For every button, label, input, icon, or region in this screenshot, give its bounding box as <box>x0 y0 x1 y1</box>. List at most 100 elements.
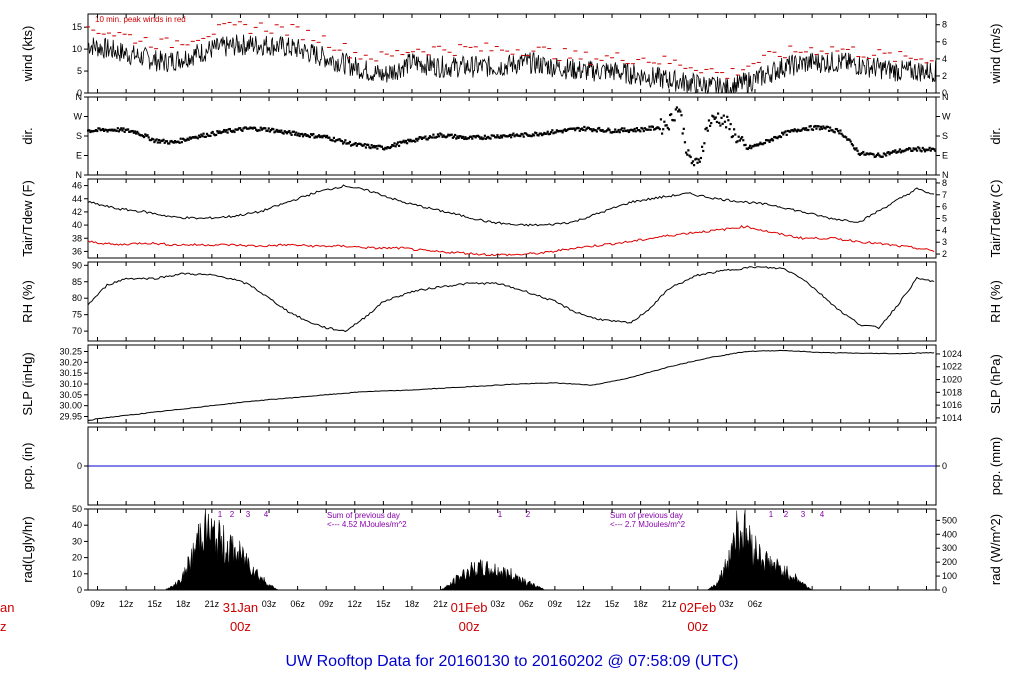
direction-point <box>179 137 182 140</box>
direction-point <box>184 139 187 142</box>
direction-point <box>643 127 647 130</box>
direction-point <box>577 126 580 130</box>
direction-point <box>449 133 452 136</box>
direction-point <box>690 162 693 165</box>
direction-point <box>357 142 361 145</box>
direction-point <box>627 130 631 134</box>
direction-point <box>567 128 570 131</box>
direction-point <box>660 132 664 135</box>
xtick-label: 12z <box>576 599 591 609</box>
direction-point <box>681 132 684 135</box>
xtick-label: 18z <box>405 599 420 609</box>
direction-point <box>224 130 227 133</box>
direction-point <box>789 130 792 133</box>
direction-point <box>115 129 118 133</box>
direction-point <box>217 131 220 135</box>
direction-point <box>524 132 528 135</box>
direction-point <box>775 136 778 139</box>
direction-point <box>489 137 492 140</box>
direction-point <box>576 126 579 130</box>
direction-point <box>161 139 164 142</box>
direction-point <box>143 135 146 139</box>
direction-point <box>99 129 102 132</box>
direction-point <box>486 136 489 139</box>
direction-point <box>341 142 345 145</box>
date-time-label: 00z <box>687 619 708 634</box>
direction-point <box>299 133 302 136</box>
direction-point <box>705 126 708 130</box>
direction-point <box>311 134 314 137</box>
direction-point <box>600 129 603 132</box>
ytick-label: 44 <box>72 194 82 204</box>
direction-point <box>875 153 879 157</box>
direction-point <box>754 144 757 147</box>
direction-point <box>248 127 251 130</box>
direction-point <box>327 136 330 139</box>
direction-point <box>402 139 405 142</box>
direction-point <box>716 112 720 115</box>
direction-point <box>612 130 616 134</box>
direction-point <box>547 133 550 136</box>
direction-point <box>787 130 791 133</box>
direction-point <box>288 130 291 133</box>
direction-point <box>803 128 807 131</box>
direction-point <box>644 128 648 131</box>
direction-point <box>857 152 860 155</box>
direction-point <box>617 128 620 132</box>
direction-point <box>360 143 363 146</box>
direction-point <box>208 134 211 138</box>
direction-point <box>665 124 668 127</box>
direction-point <box>518 134 521 137</box>
direction-point <box>91 130 94 133</box>
direction-point <box>403 141 406 144</box>
direction-point <box>529 134 532 138</box>
direction-point <box>652 128 656 131</box>
direction-point <box>585 127 588 130</box>
direction-point <box>678 108 681 111</box>
direction-point <box>476 134 480 137</box>
direction-point <box>840 132 843 135</box>
direction-point <box>686 153 689 156</box>
direction-point <box>195 136 198 139</box>
direction-point <box>165 140 169 143</box>
ylabel-wind: wind (kts) <box>20 26 35 83</box>
panel-frame-wind <box>87 13 937 94</box>
direction-point <box>90 129 93 133</box>
direction-point <box>307 135 310 138</box>
direction-point <box>431 136 434 139</box>
direction-point <box>409 138 412 141</box>
ytick-label: 30.15 <box>59 368 82 378</box>
direction-point <box>87 129 90 132</box>
direction-point <box>331 139 334 142</box>
direction-point <box>367 143 370 146</box>
direction-point <box>500 136 504 139</box>
direction-point <box>905 148 908 151</box>
direction-point <box>722 114 725 117</box>
direction-point <box>417 137 420 140</box>
direction-point <box>180 141 183 144</box>
date-time-label: 00z <box>459 619 480 634</box>
direction-point <box>602 130 605 133</box>
ytick-label-right: N <box>942 92 949 102</box>
direction-point <box>708 124 712 127</box>
direction-point <box>306 134 309 137</box>
direction-point <box>782 133 785 136</box>
date-label: 01Feb <box>451 600 488 615</box>
direction-point <box>425 138 428 141</box>
ytick-label-right: 300 <box>942 543 957 553</box>
direction-point <box>170 139 173 143</box>
direction-point <box>737 135 740 138</box>
direction-point <box>117 130 121 133</box>
direction-point <box>277 129 281 132</box>
xtick-label: 06z <box>748 599 763 609</box>
direction-point <box>168 142 171 145</box>
direction-point <box>901 149 904 152</box>
direction-point <box>465 137 468 141</box>
direction-point <box>832 130 835 133</box>
direction-point <box>481 137 484 141</box>
direction-point <box>129 130 132 133</box>
ytick-label-right: 4 <box>942 54 947 64</box>
xtick-label: 09z <box>90 599 105 609</box>
direction-point <box>92 129 95 133</box>
rad-marker-day3: 3 <box>801 510 806 519</box>
